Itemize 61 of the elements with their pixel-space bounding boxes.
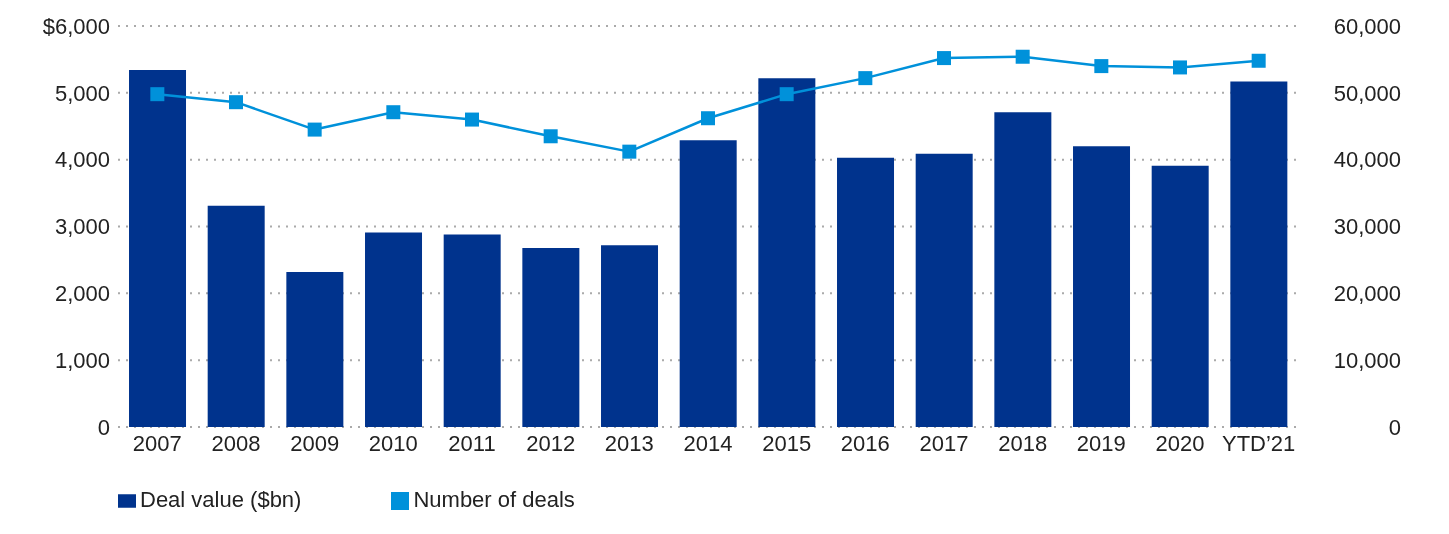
point xyxy=(937,51,951,66)
y2-tick-label: 60,000 xyxy=(1333,13,1401,39)
point xyxy=(1251,53,1266,68)
bar xyxy=(207,205,265,427)
bar xyxy=(1151,165,1209,427)
point xyxy=(543,129,558,144)
point xyxy=(858,71,873,86)
y-tick-label: 2,000 xyxy=(54,281,110,307)
x-tick-label: 2019 xyxy=(1076,430,1126,456)
y-tick-label: 3,000 xyxy=(54,214,110,240)
point xyxy=(1094,59,1109,74)
y2-tick-label: 50,000 xyxy=(1333,80,1401,106)
x-tick-label: 2013 xyxy=(604,430,654,456)
y2-tick-label: 20,000 xyxy=(1333,281,1401,307)
y-tick-label: $6,000 xyxy=(42,13,110,39)
x-tick-label: 2009 xyxy=(290,430,340,456)
point xyxy=(386,105,401,120)
x-tick-label: 2016 xyxy=(840,430,890,456)
point xyxy=(229,95,243,110)
bar xyxy=(286,271,344,427)
bar xyxy=(129,70,187,427)
point xyxy=(1173,60,1187,75)
bar xyxy=(837,157,895,427)
legend-label: Number of deals xyxy=(413,487,575,512)
point xyxy=(465,112,479,127)
point xyxy=(701,111,715,126)
point xyxy=(622,144,637,159)
x-tick-label: 2007 xyxy=(132,430,182,456)
bar xyxy=(994,112,1052,427)
bar xyxy=(601,245,659,427)
bar xyxy=(915,153,973,427)
x-tick-label: 2020 xyxy=(1155,430,1205,456)
y-tick-label: 5,000 xyxy=(54,80,110,106)
bar xyxy=(443,234,501,427)
x-tick-label: 2018 xyxy=(998,430,1048,456)
y-tick-label: 0 xyxy=(97,414,110,440)
x-tick-label: 2011 xyxy=(448,430,496,456)
x-tick-label: 2015 xyxy=(762,430,812,456)
x-tick-label: 2012 xyxy=(526,430,576,456)
y2-tick-label: 0 xyxy=(1388,414,1401,440)
bar xyxy=(522,247,580,427)
y2-tick-label: 30,000 xyxy=(1333,214,1401,240)
y2-tick-label: 10,000 xyxy=(1333,347,1401,373)
y2-tick-label: 40,000 xyxy=(1333,147,1401,173)
point xyxy=(307,122,322,137)
point xyxy=(779,87,794,102)
y-tick-label: 1,000 xyxy=(54,347,110,373)
x-tick-label: 2008 xyxy=(211,430,261,456)
legend-label: Deal value ($bn) xyxy=(140,487,302,512)
x-tick-label: 2017 xyxy=(919,430,969,456)
y-tick-label: 4,000 xyxy=(54,147,110,173)
point xyxy=(1015,49,1030,64)
x-tick-label: 2014 xyxy=(683,430,733,456)
bar xyxy=(679,140,737,427)
x-tick-label: 2010 xyxy=(368,430,418,456)
point xyxy=(150,87,165,102)
bar xyxy=(1073,146,1131,427)
bar xyxy=(1230,81,1288,427)
bar xyxy=(365,232,423,427)
bar xyxy=(758,78,816,427)
x-tick-label: YTD’21 xyxy=(1221,430,1296,456)
